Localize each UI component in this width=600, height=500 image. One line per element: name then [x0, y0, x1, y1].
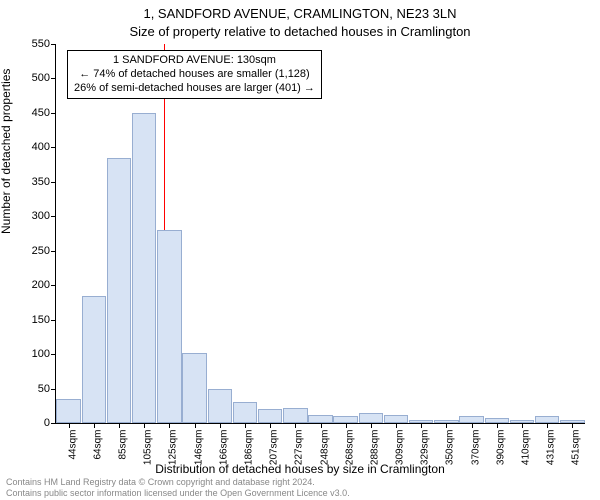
- y-tick: [51, 78, 56, 79]
- x-tick: [94, 423, 95, 428]
- x-tick-label: 329sqm: [420, 430, 431, 466]
- x-tick: [371, 423, 372, 428]
- chart-subtitle: Size of property relative to detached ho…: [0, 24, 600, 39]
- y-tick-label: 500: [10, 72, 50, 84]
- histogram-bar: [359, 413, 383, 423]
- y-tick-label: 300: [10, 210, 50, 222]
- chart-container: { "chart": { "type": "histogram", "title…: [0, 0, 600, 500]
- x-tick-label: 85sqm: [117, 430, 128, 460]
- y-tick: [51, 251, 56, 252]
- x-tick-label: 431sqm: [546, 430, 557, 466]
- y-tick: [51, 423, 56, 424]
- y-tick-label: 550: [10, 38, 50, 50]
- histogram-bar: [283, 408, 307, 423]
- y-tick: [51, 285, 56, 286]
- x-tick-label: 370sqm: [470, 430, 481, 466]
- x-tick-label: 166sqm: [218, 430, 229, 466]
- x-tick: [321, 423, 322, 428]
- x-tick: [169, 423, 170, 428]
- x-tick: [346, 423, 347, 428]
- x-tick-label: 248sqm: [319, 430, 330, 466]
- x-tick: [270, 423, 271, 428]
- histogram-bar: [333, 416, 357, 423]
- y-tick: [51, 216, 56, 217]
- x-tick: [396, 423, 397, 428]
- plot-area: 1 SANDFORD AVENUE: 130sqm ← 74% of detac…: [55, 44, 585, 424]
- x-tick: [245, 423, 246, 428]
- x-tick: [119, 423, 120, 428]
- x-tick: [446, 423, 447, 428]
- histogram-bar: [182, 353, 206, 423]
- y-tick-label: 100: [10, 348, 50, 360]
- y-tick-label: 400: [10, 141, 50, 153]
- x-tick-label: 268sqm: [344, 430, 355, 466]
- histogram-bar: [208, 389, 232, 423]
- x-tick: [220, 423, 221, 428]
- x-tick-label: 44sqm: [67, 430, 78, 460]
- x-tick-label: 146sqm: [193, 430, 204, 466]
- y-tick-label: 450: [10, 107, 50, 119]
- histogram-bar: [535, 416, 559, 423]
- y-tick: [51, 44, 56, 45]
- histogram-bar: [233, 402, 257, 423]
- x-tick-label: 125sqm: [168, 430, 179, 466]
- footer-attribution: Contains HM Land Registry data © Crown c…: [6, 477, 350, 498]
- chart-title-line1: 1, SANDFORD AVENUE, CRAMLINGTON, NE23 3L…: [0, 6, 600, 21]
- footer-line2: Contains public sector information licen…: [6, 488, 350, 498]
- annotation-line2: ← 74% of detached houses are smaller (1,…: [74, 68, 315, 82]
- histogram-bar: [157, 230, 181, 423]
- histogram-bar: [56, 399, 80, 423]
- annotation-line3: 26% of semi-detached houses are larger (…: [74, 82, 315, 96]
- x-tick-label: 64sqm: [92, 430, 103, 460]
- y-tick: [51, 389, 56, 390]
- x-tick: [572, 423, 573, 428]
- x-tick: [472, 423, 473, 428]
- y-tick: [51, 113, 56, 114]
- y-tick: [51, 182, 56, 183]
- x-tick: [69, 423, 70, 428]
- y-tick: [51, 147, 56, 148]
- x-tick: [195, 423, 196, 428]
- x-tick-label: 410sqm: [521, 430, 532, 466]
- y-tick-label: 250: [10, 245, 50, 257]
- x-tick: [144, 423, 145, 428]
- histogram-bar: [132, 113, 156, 423]
- footer-line1: Contains HM Land Registry data © Crown c…: [6, 477, 350, 487]
- x-tick-label: 350sqm: [445, 430, 456, 466]
- histogram-bar: [258, 409, 282, 423]
- y-tick-label: 0: [10, 417, 50, 429]
- histogram-bar: [459, 416, 483, 423]
- annotation-line1: 1 SANDFORD AVENUE: 130sqm: [74, 54, 315, 68]
- histogram-bar: [384, 415, 408, 423]
- x-tick-label: 390sqm: [495, 430, 506, 466]
- x-tick-label: 227sqm: [294, 430, 305, 466]
- y-tick-label: 200: [10, 279, 50, 291]
- x-tick: [421, 423, 422, 428]
- x-tick-label: 309sqm: [395, 430, 406, 466]
- x-tick-label: 186sqm: [243, 430, 254, 466]
- y-tick: [51, 354, 56, 355]
- x-tick-label: 105sqm: [143, 430, 154, 466]
- y-tick: [51, 320, 56, 321]
- x-tick: [295, 423, 296, 428]
- histogram-bar: [107, 158, 131, 423]
- x-tick: [522, 423, 523, 428]
- x-tick: [497, 423, 498, 428]
- x-tick-label: 207sqm: [269, 430, 280, 466]
- y-tick-label: 150: [10, 314, 50, 326]
- histogram-bar: [82, 296, 106, 423]
- x-tick-label: 288sqm: [369, 430, 380, 466]
- annotation-box: 1 SANDFORD AVENUE: 130sqm ← 74% of detac…: [67, 50, 322, 99]
- x-tick-label: 451sqm: [571, 430, 582, 466]
- y-tick-label: 50: [10, 383, 50, 395]
- x-tick: [547, 423, 548, 428]
- x-axis-label: Distribution of detached houses by size …: [0, 462, 600, 476]
- y-tick-label: 350: [10, 176, 50, 188]
- histogram-bar: [308, 415, 332, 423]
